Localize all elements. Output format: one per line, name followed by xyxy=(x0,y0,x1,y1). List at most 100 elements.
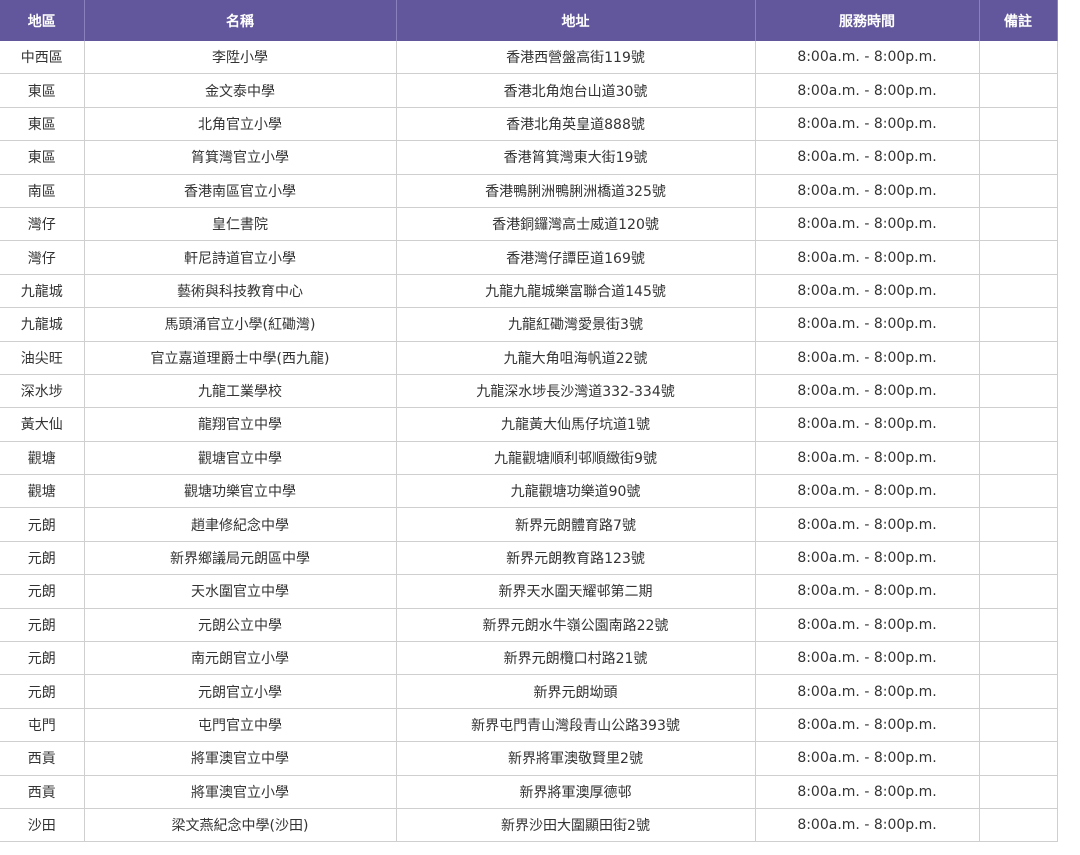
district-cell: 元朗 xyxy=(0,507,85,542)
district-cell: 九龍城 xyxy=(0,307,85,342)
table-row: 東區 筲箕灣官立小學 香港筲箕灣東大街19號 8:00a.m. - 8:00p.m. xyxy=(0,140,1058,175)
remarks-cell xyxy=(978,641,1058,676)
address-cell: 新界元朗坳頭 xyxy=(395,674,756,709)
remarks-cell xyxy=(978,341,1058,375)
address-cell: 新界元朗教育路123號 xyxy=(395,541,756,576)
name-cell: 李陞小學 xyxy=(83,41,397,75)
hours-cell: 8:00a.m. - 8:00p.m. xyxy=(754,73,980,108)
name-cell: 元朗官立小學 xyxy=(83,674,397,709)
district-cell: 沙田 xyxy=(0,808,85,843)
table-row: 黃大仙 龍翔官立中學 九龍黃大仙馬仔坑道1號 8:00a.m. - 8:00p.m. xyxy=(0,407,1058,442)
district-cell: 元朗 xyxy=(0,541,85,576)
hours-cell: 8:00a.m. - 8:00p.m. xyxy=(754,407,980,442)
address-cell: 新界沙田大圍顯田街2號 xyxy=(395,808,756,843)
hours-cell: 8:00a.m. - 8:00p.m. xyxy=(754,775,980,809)
district-cell: 南區 xyxy=(0,174,85,208)
hours-cell: 8:00a.m. - 8:00p.m. xyxy=(754,341,980,375)
name-cell: 南元朗官立小學 xyxy=(83,641,397,676)
remarks-cell xyxy=(978,441,1058,476)
hours-cell: 8:00a.m. - 8:00p.m. xyxy=(754,641,980,676)
name-cell: 趙聿修紀念中學 xyxy=(83,507,397,542)
remarks-cell xyxy=(978,107,1058,142)
address-cell: 九龍九龍城樂富聯合道145號 xyxy=(395,274,756,309)
table-row: 灣仔 皇仁書院 香港銅鑼灣高士威道120號 8:00a.m. - 8:00p.m. xyxy=(0,207,1058,242)
remarks-cell xyxy=(978,207,1058,242)
remarks-cell xyxy=(978,775,1058,809)
district-cell: 西貢 xyxy=(0,775,85,809)
hours-cell: 8:00a.m. - 8:00p.m. xyxy=(754,674,980,709)
table-row: 灣仔 軒尼詩道官立小學 香港灣仔譚臣道169號 8:00a.m. - 8:00p.m. xyxy=(0,240,1058,275)
name-cell: 天水圍官立中學 xyxy=(83,574,397,609)
hours-cell: 8:00a.m. - 8:00p.m. xyxy=(754,741,980,776)
name-cell: 皇仁書院 xyxy=(83,207,397,242)
district-cell: 觀塘 xyxy=(0,441,85,476)
table-row: 九龍城 馬頭涌官立小學(紅磡灣) 九龍紅磡灣愛景街3號 8:00a.m. - 8:00… xyxy=(0,307,1058,342)
name-cell: 藝術與科技教育中心 xyxy=(83,274,397,309)
remarks-cell xyxy=(978,73,1058,108)
address-cell: 新界元朗體育路7號 xyxy=(395,507,756,542)
district-cell: 西貢 xyxy=(0,741,85,776)
address-cell: 新界元朗欖口村路21號 xyxy=(395,641,756,676)
hours-cell: 8:00a.m. - 8:00p.m. xyxy=(754,708,980,743)
district-cell: 東區 xyxy=(0,140,85,175)
table-row: 西貢 將軍澳官立中學 新界將軍澳敬賢里2號 8:00a.m. - 8:00p.m. xyxy=(0,741,1058,776)
district-cell: 東區 xyxy=(0,107,85,142)
name-cell: 將軍澳官立中學 xyxy=(83,741,397,776)
name-cell: 梁文燕紀念中學(沙田) xyxy=(83,808,397,843)
hours-cell: 8:00a.m. - 8:00p.m. xyxy=(754,374,980,409)
district-cell: 九龍城 xyxy=(0,274,85,309)
table-row: 元朗 南元朗官立小學 新界元朗欖口村路21號 8:00a.m. - 8:00p.m. xyxy=(0,641,1058,676)
remarks-cell xyxy=(978,541,1058,576)
hours-cell: 8:00a.m. - 8:00p.m. xyxy=(754,274,980,309)
district-cell: 屯門 xyxy=(0,708,85,743)
address-cell: 新界天水圍天耀邨第二期 xyxy=(395,574,756,609)
remarks-cell xyxy=(978,41,1058,75)
table-row: 觀塘 觀塘功樂官立中學 九龍觀塘功樂道90號 8:00a.m. - 8:00p.m. xyxy=(0,474,1058,509)
name-cell: 元朗公立中學 xyxy=(83,608,397,643)
table-row: 元朗 元朗公立中學 新界元朗水牛嶺公園南路22號 8:00a.m. - 8:00p.m… xyxy=(0,608,1058,643)
district-cell: 觀塘 xyxy=(0,474,85,509)
remarks-cell xyxy=(978,140,1058,175)
venue-table: 地區 名稱 地址 服務時間 備註 中西區 李陞小學 香港西營盤高街119號 8:00a… xyxy=(0,0,1058,843)
name-cell: 新界鄉議局元朗區中學 xyxy=(83,541,397,576)
district-cell: 元朗 xyxy=(0,608,85,643)
address-cell: 香港灣仔譚臣道169號 xyxy=(395,240,756,275)
address-cell: 九龍觀塘功樂道90號 xyxy=(395,474,756,509)
address-cell: 香港銅鑼灣高士威道120號 xyxy=(395,207,756,242)
hours-cell: 8:00a.m. - 8:00p.m. xyxy=(754,441,980,476)
remarks-cell xyxy=(978,374,1058,409)
remarks-cell xyxy=(978,407,1058,442)
district-cell: 黃大仙 xyxy=(0,407,85,442)
table-row: 中西區 李陞小學 香港西營盤高街119號 8:00a.m. - 8:00p.m. xyxy=(0,41,1058,75)
address-cell: 新界屯門青山灣段青山公路393號 xyxy=(395,708,756,743)
table-row: 油尖旺 官立嘉道理爵士中學(西九龍) 九龍大角咀海帆道22號 8:00a.m. - 8… xyxy=(0,341,1058,375)
hours-cell: 8:00a.m. - 8:00p.m. xyxy=(754,608,980,643)
name-cell: 官立嘉道理爵士中學(西九龍) xyxy=(83,341,397,375)
hours-cell: 8:00a.m. - 8:00p.m. xyxy=(754,574,980,609)
hours-cell: 8:00a.m. - 8:00p.m. xyxy=(754,207,980,242)
name-cell: 金文泰中學 xyxy=(83,73,397,108)
table-header-row: 地區 名稱 地址 服務時間 備註 xyxy=(0,0,1058,41)
remarks-cell xyxy=(978,240,1058,275)
address-cell: 香港北角炮台山道30號 xyxy=(395,73,756,108)
header-name: 名稱 xyxy=(83,0,397,41)
address-cell: 九龍紅磡灣愛景街3號 xyxy=(395,307,756,342)
name-cell: 屯門官立中學 xyxy=(83,708,397,743)
address-cell: 九龍大角咀海帆道22號 xyxy=(395,341,756,375)
address-cell: 香港西營盤高街119號 xyxy=(395,41,756,75)
hours-cell: 8:00a.m. - 8:00p.m. xyxy=(754,107,980,142)
hours-cell: 8:00a.m. - 8:00p.m. xyxy=(754,240,980,275)
district-cell: 元朗 xyxy=(0,641,85,676)
district-cell: 東區 xyxy=(0,73,85,108)
district-cell: 元朗 xyxy=(0,674,85,709)
name-cell: 將軍澳官立小學 xyxy=(83,775,397,809)
hours-cell: 8:00a.m. - 8:00p.m. xyxy=(754,41,980,75)
remarks-cell xyxy=(978,174,1058,208)
header-remarks: 備註 xyxy=(978,0,1058,41)
table-row: 東區 北角官立小學 香港北角英皇道888號 8:00a.m. - 8:00p.m. xyxy=(0,107,1058,142)
name-cell: 香港南區官立小學 xyxy=(83,174,397,208)
name-cell: 九龍工業學校 xyxy=(83,374,397,409)
header-address: 地址 xyxy=(395,0,756,41)
hours-cell: 8:00a.m. - 8:00p.m. xyxy=(754,140,980,175)
table-row: 觀塘 觀塘官立中學 九龍觀塘順利邨順緻街9號 8:00a.m. - 8:00p.m. xyxy=(0,441,1058,476)
